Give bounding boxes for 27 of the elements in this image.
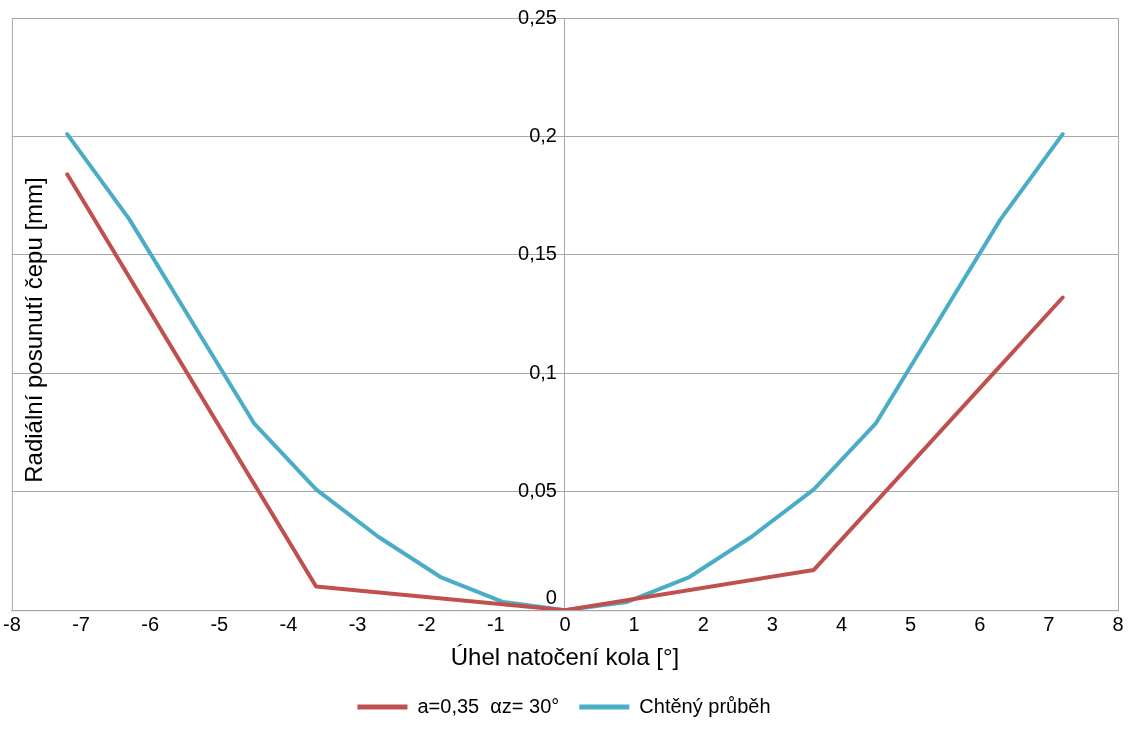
x-tick-label: -6 [141,612,160,635]
y-tick-label: 0,05 [518,479,557,502]
x-tick-label: -3 [348,612,367,635]
x-tick-label: 4 [835,612,848,635]
x-tick-label: -2 [417,612,436,635]
x-tick-label: 5 [905,612,917,635]
x-tick-label: 3 [766,612,778,635]
x-tick-label: 7 [1043,612,1055,635]
x-tick-label: 6 [974,612,986,635]
y-tick-label: 0,1 [529,360,557,383]
legend-label: Chtěný průběh [639,694,771,717]
legend-label: a=0,35 αz= 30° [417,694,560,717]
x-tick-label: -1 [486,612,505,635]
x-tick-label: 0 [559,612,571,635]
x-tick-label: -5 [210,612,229,635]
x-tick-label: -7 [72,612,90,635]
x-tick-label: 1 [628,612,640,635]
y-axis-title: Radiální posunutí čepu [mm] [20,177,48,483]
x-tick-label: 2 [697,612,709,635]
x-axis-title: Úhel natočení kola [°] [450,643,680,671]
y-tick-label: 0,15 [518,242,557,265]
x-tick-label: -4 [279,612,298,635]
x-tick-label: -8 [2,612,21,635]
y-tick-label: 0,25 [518,5,557,28]
x-tick-label: 8 [1112,612,1124,635]
y-tick-label: 0 [545,585,557,608]
y-tick-label: 0,2 [529,123,557,146]
